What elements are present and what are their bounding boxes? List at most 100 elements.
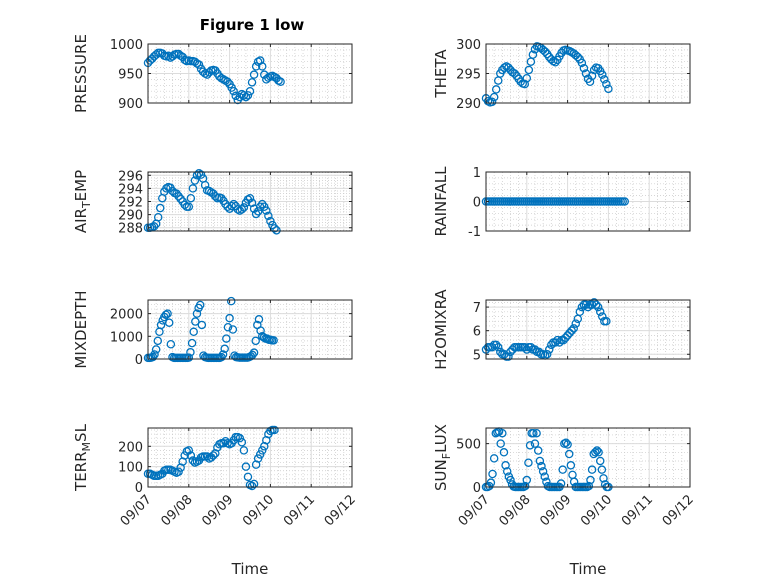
data-point	[534, 347, 544, 357]
plot-area	[148, 428, 352, 487]
data-point	[553, 335, 562, 345]
data-point	[180, 200, 189, 210]
data-point	[493, 342, 503, 352]
data-point	[241, 92, 251, 102]
data-point	[223, 77, 232, 87]
data-point	[538, 467, 548, 476]
data-point	[583, 302, 593, 312]
data-point	[587, 465, 597, 474]
data-point	[255, 202, 265, 211]
y-axis-label: AIRTEMP	[72, 170, 93, 233]
data-point	[241, 462, 251, 471]
data-point	[235, 433, 245, 443]
data-point	[231, 91, 240, 101]
data-point	[153, 212, 163, 222]
data-point	[239, 446, 249, 455]
y-tick-label: 5	[473, 348, 481, 363]
data-point	[243, 472, 253, 482]
data-point	[489, 92, 499, 102]
data-point	[247, 78, 257, 87]
data-point	[589, 65, 599, 75]
data-point	[599, 474, 608, 483]
data-point	[504, 352, 513, 361]
data-point	[239, 203, 249, 212]
y-tick-label: 2000	[110, 308, 143, 323]
data-point	[237, 205, 247, 214]
data-point	[255, 450, 265, 459]
data-point	[569, 324, 578, 333]
data-point	[254, 315, 264, 324]
data-point	[600, 75, 609, 84]
data-point	[575, 307, 585, 317]
series-air-temp	[143, 169, 281, 235]
data-point	[256, 326, 265, 335]
y-tick-label: 0	[135, 481, 143, 496]
data-point	[247, 481, 257, 491]
data-point	[202, 452, 212, 461]
data-point	[226, 296, 236, 306]
data-point	[161, 310, 171, 319]
data-point	[602, 316, 611, 326]
data-point	[496, 347, 505, 357]
axes-box	[147, 299, 353, 360]
data-point	[190, 176, 200, 185]
data-point	[540, 47, 550, 56]
data-point	[491, 340, 501, 350]
data-point	[486, 478, 496, 487]
y-tick-label: 500	[456, 438, 481, 453]
data-point	[187, 338, 197, 348]
data-point	[186, 193, 196, 203]
y-axis-label: PRESSURE	[72, 34, 90, 113]
y-axis-label: THETA	[432, 49, 450, 99]
data-point	[184, 353, 194, 362]
data-point	[581, 300, 591, 309]
series-theta	[481, 42, 613, 107]
data-point	[571, 319, 581, 328]
data-point	[222, 334, 231, 343]
data-point	[566, 461, 576, 470]
data-point	[516, 77, 525, 87]
y-axis-label: TERRMSL	[72, 423, 93, 492]
data-point	[602, 79, 611, 89]
panel-h2omixra: 5 6 7 H2OMIXRA	[432, 289, 691, 370]
data-point	[520, 481, 530, 491]
panel-pressure: 900 950 1000 PRESSURE	[72, 34, 353, 113]
data-point	[186, 347, 195, 357]
data-point	[272, 226, 281, 235]
data-point	[194, 60, 204, 69]
data-point	[219, 439, 228, 448]
y-axis-label: H2OMIXRA	[432, 289, 450, 370]
data-point	[176, 194, 185, 204]
x-axis-label: Time	[231, 560, 269, 578]
data-point	[225, 313, 234, 323]
y-tick-label: 7	[473, 301, 481, 316]
data-point	[245, 86, 255, 96]
data-point	[249, 70, 259, 79]
data-point	[598, 70, 607, 79]
axes-box	[147, 427, 353, 488]
data-point	[577, 58, 587, 68]
data-point	[255, 56, 265, 65]
data-point	[489, 454, 499, 463]
y-tick-label: 288	[118, 222, 143, 237]
data-point	[195, 300, 205, 310]
data-point	[276, 77, 285, 87]
data-point	[595, 307, 605, 317]
data-point	[220, 344, 229, 354]
y-tick-label: 1000	[110, 330, 143, 345]
data-point	[257, 199, 267, 209]
data-point	[542, 350, 552, 359]
data-point	[243, 91, 253, 100]
data-point	[591, 448, 600, 457]
data-point	[586, 475, 595, 485]
x-axis-label: Time	[569, 560, 607, 578]
data-point	[151, 345, 161, 354]
data-point	[184, 202, 194, 211]
data-point	[151, 50, 161, 59]
data-point	[577, 302, 587, 312]
data-point	[188, 184, 198, 193]
data-point	[592, 446, 602, 455]
data-point	[172, 189, 181, 198]
data-point	[156, 320, 166, 330]
